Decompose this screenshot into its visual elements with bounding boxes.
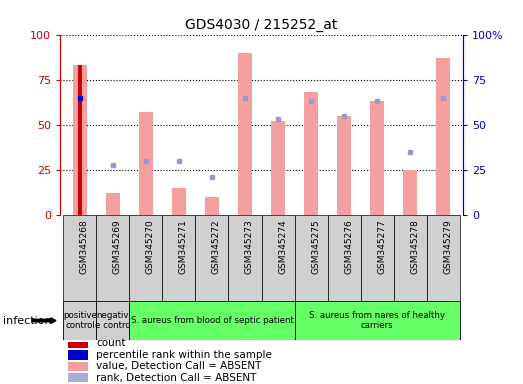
Bar [303,92,319,215]
Text: GSM345271: GSM345271 [179,219,188,274]
Text: negativ
e contro: negativ e contro [95,311,131,330]
Bar [204,197,220,215]
Bar [163,215,196,301]
Bar [393,215,427,301]
Text: GSM345273: GSM345273 [245,219,254,274]
Bar [196,215,229,301]
Text: positive
control: positive control [63,311,97,330]
Bar [68,362,88,371]
Bar [337,116,351,215]
Bar [130,301,294,340]
Text: rank, Detection Call = ABSENT: rank, Detection Call = ABSENT [96,372,257,383]
Text: GSM345274: GSM345274 [278,219,287,274]
Bar [68,339,88,348]
Text: GSM345272: GSM345272 [212,219,221,274]
Bar [427,215,460,301]
Bar [370,101,384,215]
Bar [327,215,360,301]
Text: S. aureus from blood of septic patient: S. aureus from blood of septic patient [131,316,293,325]
Text: count: count [96,338,126,348]
Bar [130,215,163,301]
Bar [96,215,130,301]
Title: GDS4030 / 215252_at: GDS4030 / 215252_at [185,18,338,32]
Text: GSM345270: GSM345270 [146,219,155,274]
Text: percentile rank within the sample: percentile rank within the sample [96,350,272,360]
Bar [68,373,88,382]
Bar [360,215,393,301]
Bar [78,65,82,215]
Bar [229,215,262,301]
Bar [73,65,87,215]
Bar [270,121,286,215]
Text: GSM345276: GSM345276 [344,219,353,274]
Text: GSM345279: GSM345279 [443,219,452,274]
Text: S. aureus from nares of healthy
carriers: S. aureus from nares of healthy carriers [309,311,445,330]
Bar [237,53,253,215]
Bar [68,350,88,359]
Text: GSM345277: GSM345277 [377,219,386,274]
Bar [139,112,153,215]
Bar [262,215,294,301]
Bar [436,58,450,215]
Text: GSM345269: GSM345269 [113,219,122,274]
Text: GSM345268: GSM345268 [80,219,89,274]
Text: GSM345275: GSM345275 [311,219,320,274]
Bar [294,215,327,301]
Bar [63,301,96,340]
Text: infection: infection [3,316,51,326]
Text: GSM345278: GSM345278 [410,219,419,274]
Bar [172,188,186,215]
Bar [96,301,130,340]
Bar [106,194,120,215]
Text: value, Detection Call = ABSENT: value, Detection Call = ABSENT [96,361,262,371]
Bar [294,301,460,340]
Bar [403,170,417,215]
Bar [63,215,96,301]
